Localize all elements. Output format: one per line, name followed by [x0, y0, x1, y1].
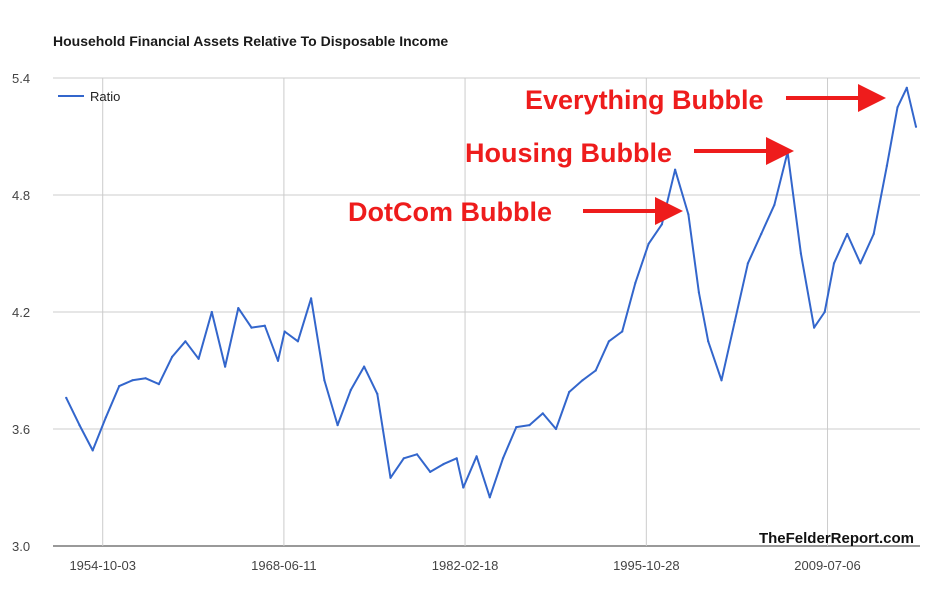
data-point[interactable]	[621, 330, 624, 333]
data-point[interactable]	[429, 470, 432, 473]
data-point[interactable]	[237, 307, 240, 310]
data-point[interactable]	[707, 340, 710, 343]
data-point[interactable]	[296, 340, 299, 343]
data-point[interactable]	[263, 324, 266, 327]
data-point[interactable]	[376, 392, 379, 395]
y-tick-label: 3.0	[12, 539, 30, 554]
data-point[interactable]	[799, 252, 803, 255]
x-tick-label: 2009-07-06	[794, 558, 861, 573]
data-point[interactable]	[144, 377, 147, 380]
data-point[interactable]	[389, 476, 392, 479]
data-point[interactable]	[323, 379, 326, 382]
legend-label-ratio: Ratio	[90, 89, 120, 104]
data-point[interactable]	[415, 453, 419, 456]
annotation-text: Housing Bubble	[465, 138, 672, 168]
data-point[interactable]	[475, 455, 478, 458]
data-point[interactable]	[197, 357, 200, 360]
data-point[interactable]	[402, 457, 405, 460]
y-tick-label: 5.4	[12, 71, 30, 86]
data-point[interactable]	[872, 232, 875, 236]
data-point[interactable]	[118, 385, 121, 388]
data-point[interactable]	[336, 424, 339, 427]
data-point[interactable]	[78, 424, 81, 427]
data-point[interactable]	[581, 379, 584, 382]
legend[interactable]: Ratio	[58, 89, 120, 104]
x-tick-label: 1995-10-28	[613, 558, 680, 573]
x-tick-label: 1954-10-03	[69, 558, 136, 573]
data-point[interactable]	[442, 463, 445, 466]
data-point[interactable]	[462, 486, 465, 489]
chart-title: Household Financial Assets Relative To D…	[53, 33, 449, 49]
data-point[interactable]	[697, 291, 701, 294]
data-point[interactable]	[250, 326, 253, 329]
annotation-text: Everything Bubble	[525, 85, 764, 115]
data-point[interactable]	[349, 388, 352, 392]
data-point[interactable]	[515, 426, 518, 429]
data-point[interactable]	[310, 297, 313, 300]
data-point[interactable]	[896, 106, 899, 109]
data-point[interactable]	[541, 412, 544, 415]
data-point[interactable]	[501, 457, 505, 460]
data-point[interactable]	[647, 242, 650, 245]
annotation-housing-bubble: Housing Bubble	[465, 137, 794, 168]
data-point[interactable]	[733, 320, 736, 323]
data-point[interactable]	[846, 232, 849, 236]
data-point[interactable]	[720, 379, 723, 382]
annotation-everything-bubble: Everything Bubble	[525, 84, 886, 115]
data-point[interactable]	[455, 457, 458, 460]
data-point[interactable]	[746, 262, 750, 265]
data-point[interactable]	[224, 365, 227, 368]
y-tick-label: 4.8	[12, 188, 30, 203]
data-point[interactable]	[104, 416, 107, 419]
data-point[interactable]	[773, 203, 776, 206]
data-point[interactable]	[760, 232, 763, 236]
data-point[interactable]	[607, 340, 611, 343]
data-point[interactable]	[488, 496, 491, 499]
data-point[interactable]	[885, 164, 889, 167]
annotation-text: DotCom Bubble	[348, 197, 552, 227]
x-tick-label: 1968-06-11	[251, 558, 317, 573]
data-point[interactable]	[131, 379, 134, 382]
data-point[interactable]	[594, 369, 597, 372]
data-point[interactable]	[674, 168, 677, 171]
data-point[interactable]	[832, 262, 836, 265]
data-point[interactable]	[157, 383, 160, 386]
data-point[interactable]	[91, 449, 94, 452]
x-tick-label: 1982-02-18	[432, 558, 499, 573]
data-point[interactable]	[634, 281, 637, 284]
y-tick-label: 3.6	[12, 422, 30, 437]
data-point[interactable]	[554, 427, 558, 431]
data-point[interactable]	[171, 355, 174, 358]
annotation-dotcom-bubble: DotCom Bubble	[348, 197, 683, 227]
data-point[interactable]	[914, 125, 918, 128]
data-point[interactable]	[687, 213, 690, 216]
data-point[interactable]	[184, 340, 187, 343]
y-tick-label: 4.2	[12, 305, 30, 320]
data-point[interactable]	[823, 310, 826, 314]
data-point[interactable]	[568, 390, 571, 394]
data-point[interactable]	[276, 359, 280, 362]
data-point[interactable]	[283, 330, 286, 333]
data-point[interactable]	[363, 365, 366, 368]
data-point[interactable]	[813, 326, 816, 329]
source-credit: TheFelderReport.com	[759, 530, 914, 547]
data-point[interactable]	[660, 223, 664, 226]
data-point[interactable]	[528, 424, 531, 427]
data-point[interactable]	[859, 262, 862, 265]
data-point[interactable]	[905, 86, 908, 89]
data-point[interactable]	[65, 396, 68, 399]
data-point[interactable]	[210, 310, 213, 314]
